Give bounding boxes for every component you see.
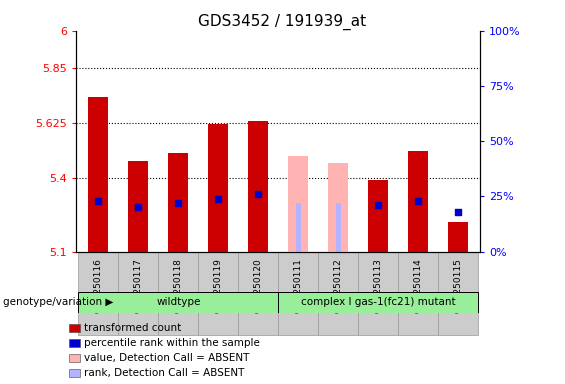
Bar: [168, 153, 188, 252]
Point: [254, 191, 263, 197]
Text: genotype/variation ▶: genotype/variation ▶: [3, 297, 113, 308]
Point: [414, 198, 423, 204]
Bar: [318, 252, 358, 336]
Bar: [79, 292, 278, 313]
Bar: [79, 252, 118, 336]
Bar: [398, 252, 438, 336]
Text: rank, Detection Call = ABSENT: rank, Detection Call = ABSENT: [84, 368, 244, 378]
Bar: [69, 339, 80, 347]
Bar: [69, 369, 80, 377]
Bar: [208, 124, 228, 252]
Bar: [288, 156, 308, 252]
Point: [373, 202, 383, 208]
Bar: [278, 252, 318, 336]
Bar: [128, 161, 148, 252]
Bar: [118, 252, 158, 336]
Bar: [69, 324, 80, 332]
Bar: [408, 151, 428, 252]
Bar: [358, 252, 398, 336]
Bar: [296, 203, 301, 252]
Point: [454, 209, 463, 215]
Bar: [278, 292, 478, 313]
Bar: [336, 203, 341, 252]
Bar: [198, 252, 238, 336]
Bar: [158, 252, 198, 336]
Text: GDS3452 / 191939_at: GDS3452 / 191939_at: [198, 13, 367, 30]
Point: [94, 198, 103, 204]
Bar: [69, 354, 80, 362]
Text: wildtype: wildtype: [156, 297, 201, 308]
Bar: [438, 252, 478, 336]
Bar: [238, 252, 279, 336]
Bar: [88, 97, 108, 252]
Text: value, Detection Call = ABSENT: value, Detection Call = ABSENT: [84, 353, 249, 363]
Text: percentile rank within the sample: percentile rank within the sample: [84, 338, 259, 348]
Bar: [368, 180, 388, 252]
Bar: [328, 163, 348, 252]
Text: complex I gas-1(fc21) mutant: complex I gas-1(fc21) mutant: [301, 297, 455, 308]
Bar: [248, 121, 268, 252]
Point: [134, 204, 143, 210]
Text: transformed count: transformed count: [84, 323, 181, 333]
Point: [174, 200, 183, 206]
Point: [214, 195, 223, 202]
Bar: [448, 222, 468, 252]
